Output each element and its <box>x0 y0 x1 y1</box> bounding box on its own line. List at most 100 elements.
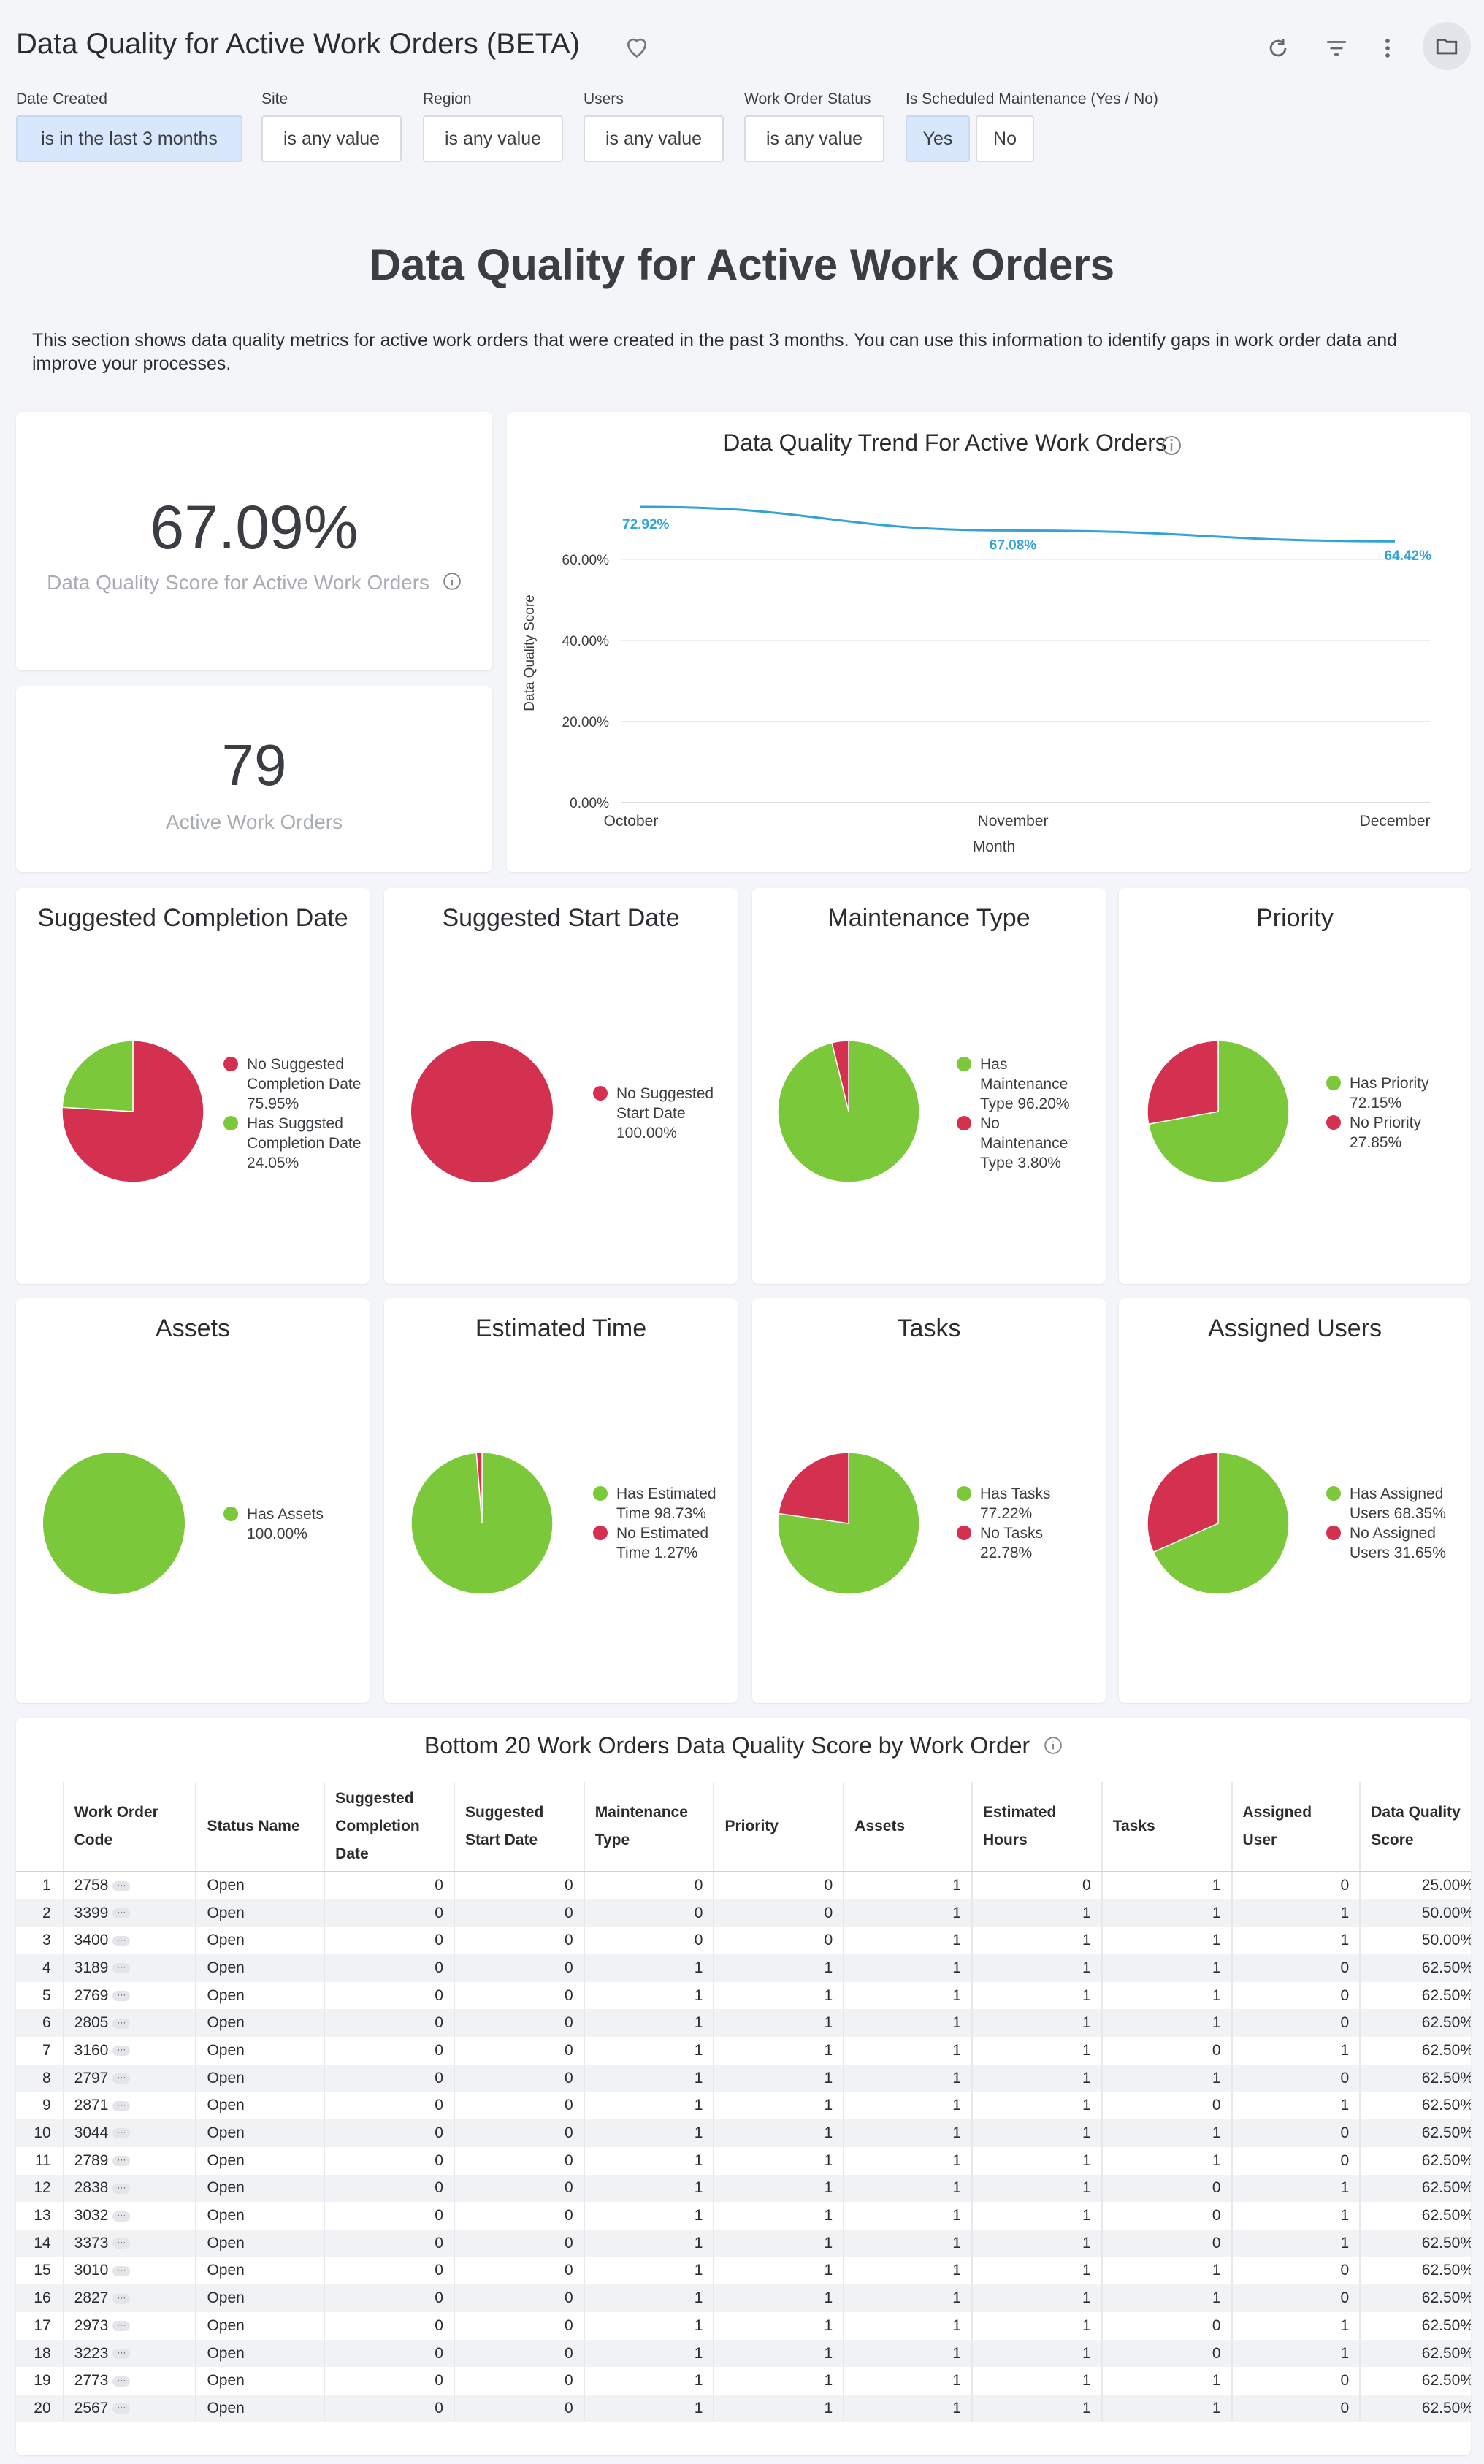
row-number: 9 <box>42 2097 51 2114</box>
region-filter-button[interactable]: is any value <box>423 115 563 162</box>
filter-icon[interactable] <box>1317 29 1355 67</box>
column-header[interactable]: Maintenance Type <box>583 1782 714 1872</box>
work-order-code-cell[interactable]: 2758 ··· <box>62 1872 196 1899</box>
pie-title: Estimated Time <box>475 1315 647 1342</box>
favorite-heart-icon[interactable] <box>622 32 651 61</box>
value-cell: 1 <box>1231 2174 1361 2203</box>
row-number: 3 <box>42 1932 51 1949</box>
work-order-code-cell[interactable]: 2805 ··· <box>62 2009 196 2038</box>
column-header[interactable]: Data Quality Score <box>1359 1782 1471 1872</box>
value-cell: 0 <box>324 2064 454 2092</box>
more-options-icon[interactable]: ··· <box>112 2403 131 2414</box>
work-order-code-cell[interactable]: 2827 ··· <box>62 2284 196 2312</box>
folder-icon[interactable] <box>1423 22 1471 70</box>
column-header[interactable]: Estimated Hours <box>971 1782 1102 1872</box>
work-order-code-cell[interactable]: 3223 ··· <box>62 2339 196 2368</box>
scheduled-yes-toggle[interactable]: Yes <box>906 115 970 162</box>
work-order-code-cell[interactable]: 2789 ··· <box>62 2146 196 2175</box>
column-header[interactable]: Assets <box>843 1782 972 1872</box>
more-options-icon[interactable]: ··· <box>112 2018 131 2029</box>
work-order-code-cell[interactable]: 3373 ··· <box>62 2229 196 2257</box>
site-filter-button[interactable]: is any value <box>261 115 402 162</box>
value-cell: 0 <box>1101 2174 1232 2203</box>
value-cell: 1 <box>713 2009 844 2038</box>
work-order-code-cell[interactable]: 2769 ··· <box>62 1981 196 2010</box>
value-cell: 0 <box>453 2119 584 2147</box>
work-order-status-filter-button[interactable]: is any value <box>744 115 884 162</box>
table-row: 12 2838 ··· Open 0 0 1 1 1 1 0 1 62.50% <box>16 2174 1471 2203</box>
value-cell: 1 <box>1101 2257 1232 2285</box>
section-description: This section shows data quality metrics … <box>32 330 1398 374</box>
status-cell: Open <box>195 1954 325 1982</box>
column-header[interactable]: Suggested Start Date <box>453 1782 584 1872</box>
more-options-icon[interactable]: ··· <box>112 2320 131 2332</box>
work-order-code-cell[interactable]: 3010 ··· <box>62 2257 196 2285</box>
value-cell: 1 <box>843 1981 972 2010</box>
refresh-icon[interactable] <box>1259 29 1297 67</box>
work-order-code-cell[interactable]: 3044 ··· <box>62 2119 196 2147</box>
more-options-icon[interactable]: ··· <box>112 2211 131 2222</box>
more-options-icon[interactable]: ··· <box>112 2265 131 2276</box>
more-options-icon[interactable]: ··· <box>112 2238 131 2249</box>
trend-chart-title: Data Quality Trend For Active Work Order… <box>723 429 1167 456</box>
more-options-icon[interactable]: ··· <box>112 1908 131 1918</box>
value-cell: 0 <box>1231 2284 1361 2312</box>
work-orders-table: Work Order Code Status Name Suggested Comp… <box>16 1782 1471 2422</box>
users-filter-button[interactable]: is any value <box>584 115 724 162</box>
status-cell: Open <box>195 2146 325 2175</box>
scheduled-no-toggle[interactable]: No <box>976 115 1034 162</box>
more-options-icon[interactable]: ··· <box>112 2348 131 2359</box>
more-options-icon[interactable]: ··· <box>112 2155 131 2167</box>
work-order-code-cell[interactable]: 2773 ··· <box>62 2367 196 2395</box>
more-options-icon[interactable]: ··· <box>112 1962 131 1974</box>
work-order-code-cell[interactable]: 2871 ··· <box>62 2092 196 2120</box>
value-cell: 62.50% <box>1359 2339 1471 2368</box>
info-icon[interactable] <box>443 572 462 596</box>
more-options-icon[interactable] <box>1369 29 1407 67</box>
work-order-code-cell[interactable]: 2567 ··· <box>62 2395 196 2422</box>
column-header[interactable]: Priority <box>713 1782 844 1872</box>
more-options-icon[interactable]: ··· <box>112 1880 131 1891</box>
more-options-icon[interactable]: ··· <box>112 2127 131 2139</box>
work-order-code-cell[interactable]: 3400 ··· <box>62 1927 196 1955</box>
work-order-code-cell[interactable]: 3032 ··· <box>62 2202 196 2230</box>
value-cell: 1 <box>1231 2202 1361 2230</box>
more-options-icon[interactable]: ··· <box>112 1935 131 1946</box>
value-cell: 0 <box>713 1872 844 1899</box>
column-header[interactable]: Suggested Completion Date <box>324 1782 454 1872</box>
more-options-icon[interactable]: ··· <box>112 2100 131 2111</box>
value-cell: 1 <box>843 2037 972 2065</box>
more-options-icon[interactable]: ··· <box>112 2376 131 2387</box>
column-header[interactable]: Work Order Code <box>62 1782 196 1872</box>
value-cell: 0 <box>583 1899 714 1927</box>
value-cell: 0 <box>324 1927 454 1955</box>
column-header[interactable]: Tasks <box>1101 1782 1232 1872</box>
info-icon[interactable] <box>1044 1734 1063 1761</box>
work-order-code-cell[interactable]: 2973 ··· <box>62 2312 196 2340</box>
work-order-code-cell[interactable]: 2838 ··· <box>62 2174 196 2203</box>
value-cell: 1 <box>713 1981 844 2010</box>
table-row: 13 3032 ··· Open 0 0 1 1 1 1 0 1 62.50% <box>16 2202 1471 2230</box>
value-cell: 1 <box>971 2257 1102 2285</box>
value-cell: 0 <box>324 2037 454 2065</box>
trend-chart-card: Data Quality Trend For Active Work Order… <box>507 412 1471 872</box>
info-icon[interactable] <box>1162 436 1181 455</box>
work-order-code-cell[interactable]: 3399 ··· <box>62 1899 196 1927</box>
more-options-icon[interactable]: ··· <box>112 1990 131 2002</box>
more-options-icon[interactable]: ··· <box>112 2293 131 2304</box>
column-header[interactable]: Status Name <box>195 1782 325 1872</box>
work-order-code-cell[interactable]: 2797 ··· <box>62 2064 196 2092</box>
status-cell: Open <box>195 1927 325 1955</box>
value-cell: 1 <box>1101 2284 1232 2312</box>
value-cell: 0 <box>453 2202 584 2230</box>
more-options-icon[interactable]: ··· <box>112 2045 131 2056</box>
more-options-icon[interactable]: ··· <box>112 2183 131 2194</box>
work-order-code-cell[interactable]: 3160 ··· <box>62 2037 196 2065</box>
pie-slice <box>1152 1452 1290 1595</box>
column-header[interactable]: Assigned User <box>1231 1782 1361 1872</box>
pie-title: Priority <box>1256 904 1334 932</box>
value-cell: 1 <box>971 2284 1102 2312</box>
date-created-filter-button[interactable]: is in the last 3 months <box>16 115 242 162</box>
work-order-code-cell[interactable]: 3189 ··· <box>62 1954 196 1982</box>
more-options-icon[interactable]: ··· <box>112 2073 131 2084</box>
